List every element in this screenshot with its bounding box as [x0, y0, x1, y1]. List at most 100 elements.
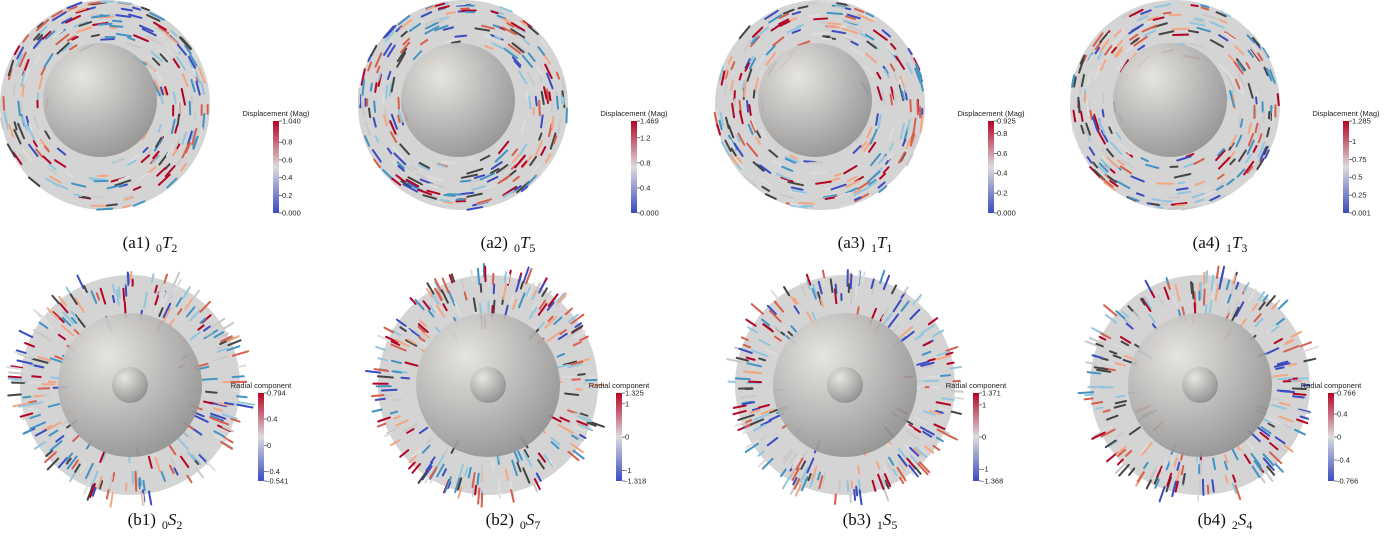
arrow [99, 24, 112, 25]
arrow [203, 379, 217, 380]
arrow [238, 405, 253, 408]
arrow [836, 285, 837, 293]
arrow [32, 376, 40, 377]
panel: Radial component-1.3681.371-101(b3)1S5 [727, 270, 1007, 532]
caption-tag: (b2) [486, 510, 514, 529]
arrow [1076, 111, 1077, 119]
arrow [880, 271, 884, 283]
arrow [1278, 391, 1290, 392]
arrow [385, 395, 391, 396]
colorbar [631, 121, 637, 213]
arrow [382, 390, 397, 391]
inner-sphere [758, 43, 872, 157]
arrow [135, 472, 136, 485]
colorbar-label: 0.6 [997, 149, 1007, 158]
arrow [378, 376, 393, 377]
arrow [113, 21, 121, 22]
arrow [8, 394, 21, 395]
arrow [811, 172, 825, 173]
arrow [552, 117, 553, 128]
arrow [752, 372, 761, 373]
panel: Displacement (Mag)0.0001.4690.40.81.2(a2… [358, 0, 668, 255]
panel: Radial component-0.7660.766-0.400.4(b4)2… [1079, 267, 1363, 532]
arrow [839, 480, 840, 491]
caption-sub: 5 [891, 518, 897, 532]
arrow [809, 162, 822, 163]
arrow [1293, 396, 1304, 397]
arrow [372, 395, 384, 396]
arrow [924, 381, 938, 382]
arrow [1260, 476, 1264, 482]
arrow [1117, 396, 1124, 397]
arrow [455, 4, 465, 5]
arrow [22, 85, 23, 96]
arrow [238, 365, 246, 366]
arrow [97, 209, 112, 210]
arrow [373, 409, 382, 411]
arrow [386, 85, 387, 97]
arrow [20, 331, 33, 337]
arrow [376, 347, 385, 350]
colorbar-label: -1 [982, 465, 989, 474]
arrow [752, 304, 763, 314]
panel: Displacement (Mag)0.0001.0400.20.40.60.8… [0, 0, 310, 255]
caption-tag: (a1) [123, 233, 150, 252]
arrow [747, 101, 748, 112]
colorbar-label: 0.794 [267, 389, 286, 398]
arrow [1085, 395, 1092, 396]
colorbar-label: 0.766 [1337, 389, 1356, 398]
arrow [947, 363, 953, 364]
colorbar [1328, 393, 1334, 481]
arrow [481, 465, 482, 479]
caption-sub: 2 [171, 241, 177, 255]
arrow [444, 202, 453, 203]
arrow [375, 83, 376, 92]
arrow [562, 96, 563, 103]
caption-tag: (a4) [1193, 233, 1220, 252]
caption: (a3)1T1 [838, 233, 893, 255]
arrow [827, 26, 839, 27]
arrow [113, 285, 114, 293]
arrow [221, 442, 232, 449]
caption-sub: 5 [529, 241, 535, 255]
colorbar-label: 0.001 [1352, 209, 1371, 218]
arrow [1078, 98, 1079, 113]
colorbar-label: 1.040 [282, 117, 301, 126]
caption-sub: 3 [1241, 241, 1247, 255]
arrow [828, 23, 841, 24]
core-sphere [827, 367, 863, 403]
arrow [1278, 94, 1279, 105]
colorbar-label: 0.925 [997, 117, 1016, 126]
arrow [1176, 205, 1185, 206]
arrow [178, 115, 179, 126]
arrow [1279, 300, 1287, 308]
colorbar-label: 0 [982, 433, 986, 442]
arrow [107, 204, 117, 205]
caption: (b4)2S4 [1198, 510, 1253, 532]
arrow [549, 92, 550, 100]
arrow [1195, 303, 1196, 313]
arrow [557, 97, 558, 109]
arrow [1206, 305, 1207, 314]
arrow [3, 97, 4, 110]
arrow [917, 101, 918, 114]
caption-tag: (b3) [843, 510, 871, 529]
panel: Displacement (Mag)0.0011.2850.250.50.751… [1070, 0, 1380, 255]
arrow [578, 374, 585, 375]
arrow [1103, 110, 1104, 116]
arrow [910, 100, 911, 111]
colorbar-label: 1.2 [640, 133, 650, 142]
arrow [92, 35, 99, 36]
colorbar-label: 0.2 [282, 191, 292, 200]
arrow [736, 378, 750, 379]
arrow [836, 7, 844, 8]
arrow [835, 494, 836, 504]
caption-sub: 2 [176, 518, 182, 532]
arrow [954, 398, 964, 399]
caption: (b1)0S2 [128, 510, 183, 532]
colorbar-label: -0.766 [1337, 477, 1358, 486]
arrow [851, 288, 852, 304]
arrow [754, 90, 755, 97]
colorbar-label: 0.8 [640, 158, 650, 167]
arrow [149, 491, 151, 504]
